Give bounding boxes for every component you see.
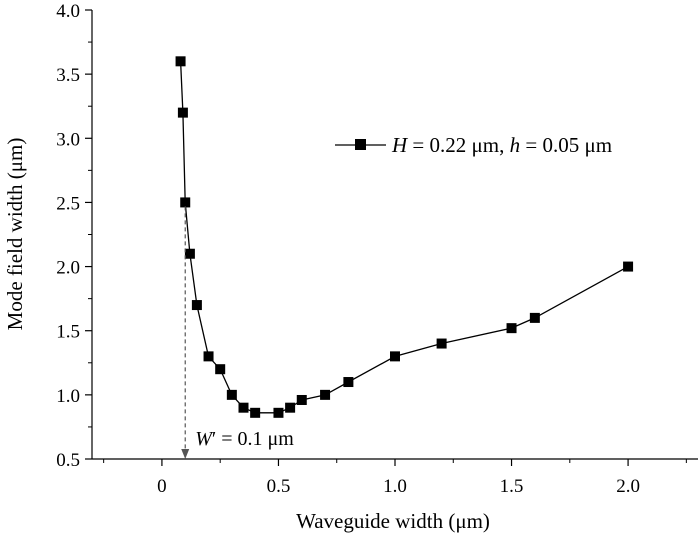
- y-tick-label: 1.5: [56, 322, 80, 343]
- data-point: [191, 300, 202, 311]
- x-axis-title: Waveguide width (μm): [296, 509, 490, 533]
- annotation-label: W′ = 0.1 μm: [195, 428, 294, 450]
- x-tick-label: 1.5: [500, 476, 524, 497]
- annotation-label-value: ′ = 0.1 μm: [212, 428, 294, 450]
- data-point: [180, 197, 191, 208]
- y-tick-label: 3.0: [56, 129, 80, 150]
- x-axis-ticks: 0 0.5 1.0 1.5 2.0: [103, 459, 687, 497]
- legend-label-var-2: h: [510, 133, 521, 157]
- y-axis-ticks: 0.5 1.0 1.5 2.0 2.5 3.0 3.5 4.0: [56, 1, 92, 471]
- y-tick-label: 2.0: [56, 258, 80, 279]
- data-point: [343, 377, 354, 388]
- data-point: [436, 338, 447, 349]
- x-tick-label: 1.0: [383, 476, 407, 497]
- x-tick-label: 0.5: [267, 476, 291, 497]
- annotation-label-var: W: [195, 428, 214, 450]
- data-point: [296, 394, 307, 405]
- y-tick-label: 4.0: [56, 1, 80, 22]
- legend-label: H = 0.22 μm, h = 0.05 μm: [391, 133, 612, 157]
- series-layer: [175, 56, 634, 418]
- legend-marker: [355, 139, 366, 150]
- data-point: [285, 402, 296, 413]
- annotation-arrowhead: [181, 449, 190, 459]
- y-axis-title: Mode field width (μm): [3, 138, 27, 331]
- legend-label-part-4: = 0.05 μm: [520, 133, 612, 157]
- series-line: [179, 61, 629, 414]
- data-point: [506, 323, 517, 334]
- data-point: [215, 364, 226, 375]
- data-point: [203, 351, 214, 362]
- data-point: [184, 248, 195, 259]
- data-point: [238, 402, 249, 413]
- x-tick-label: 2.0: [616, 476, 640, 497]
- data-point: [320, 389, 331, 400]
- data-point: [273, 407, 284, 418]
- data-point: [250, 407, 261, 418]
- x-tick-label: 0: [157, 476, 167, 497]
- legend-label-var-1: H: [391, 133, 409, 157]
- y-tick-label: 0.5: [56, 450, 80, 471]
- data-point: [175, 56, 186, 67]
- y-tick-label: 3.5: [56, 65, 80, 86]
- y-tick-label: 1.0: [56, 386, 80, 407]
- legend-label-part-2: = 0.22 μm,: [407, 133, 509, 157]
- annotation-layer: W′ = 0.1 μm: [181, 206, 294, 459]
- data-point: [529, 312, 540, 323]
- legend: H = 0.22 μm, h = 0.05 μm: [335, 133, 612, 157]
- data-point: [390, 351, 400, 362]
- y-tick-label: 2.5: [56, 193, 80, 214]
- data-point: [226, 389, 237, 400]
- data-point: [623, 261, 634, 272]
- data-point: [177, 107, 188, 118]
